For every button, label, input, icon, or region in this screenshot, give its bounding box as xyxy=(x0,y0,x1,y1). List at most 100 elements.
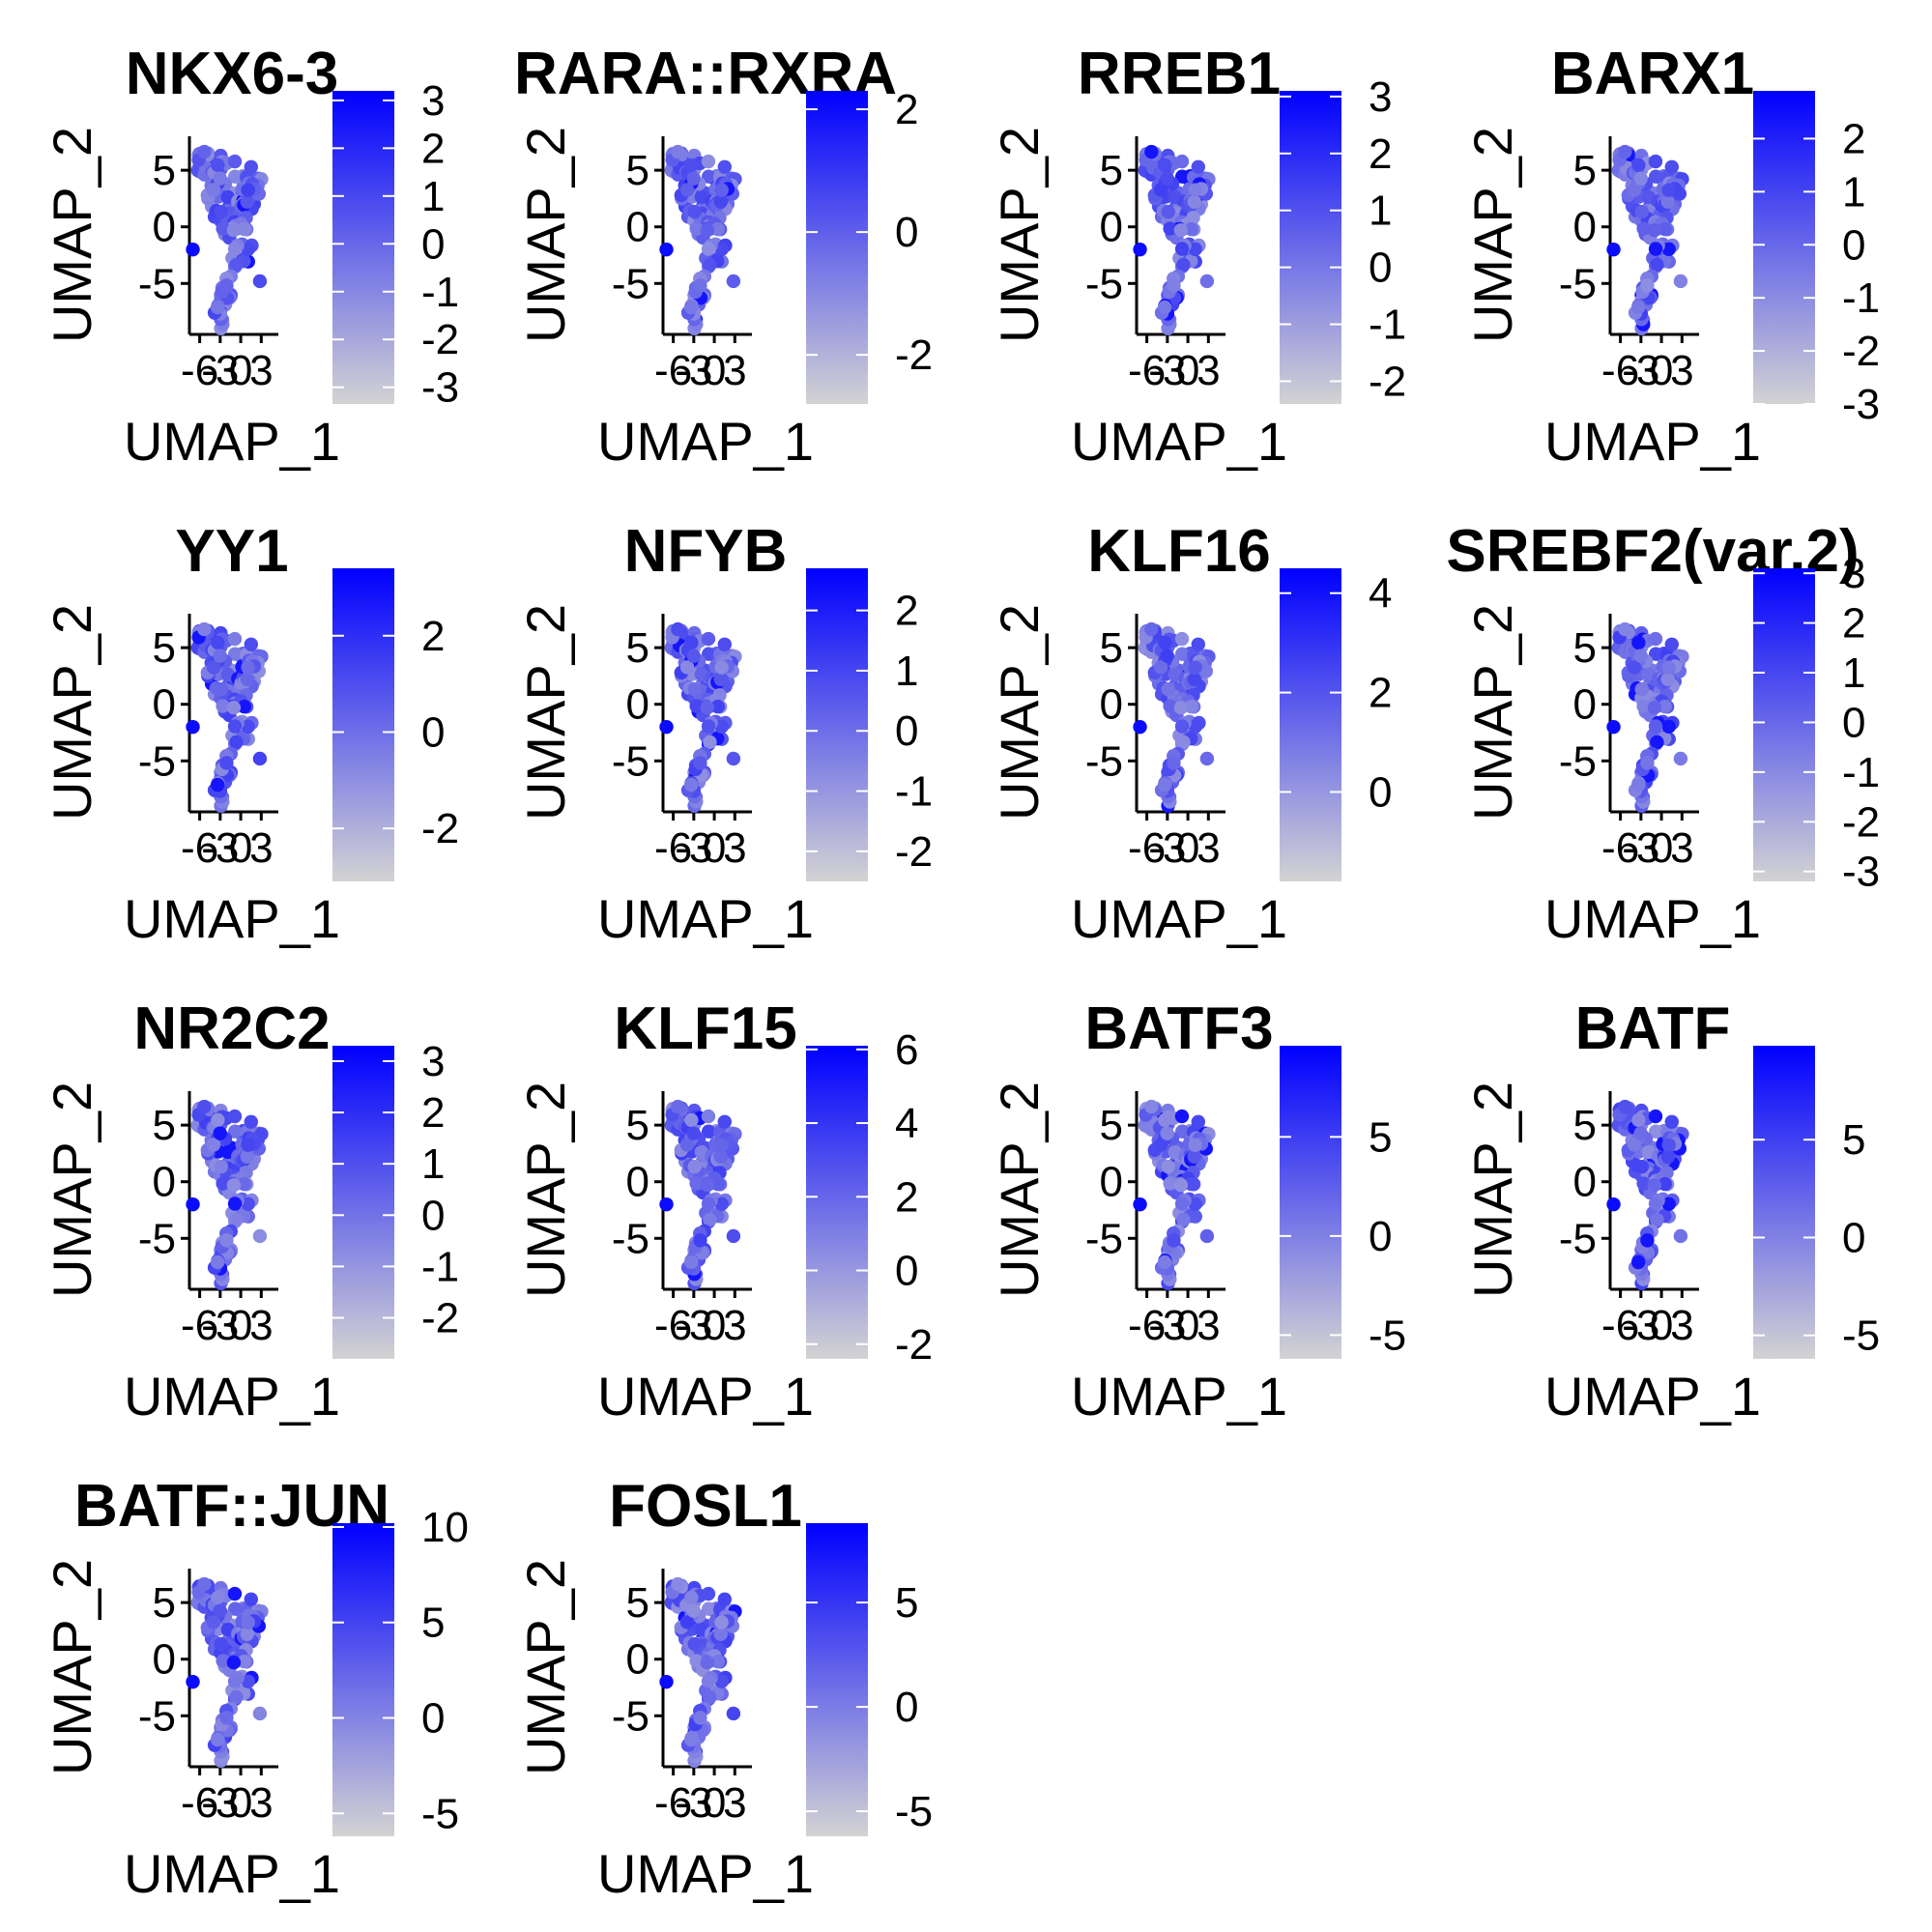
cell-point xyxy=(227,1674,243,1688)
cell-point xyxy=(1673,274,1688,289)
cell-point xyxy=(714,660,729,675)
x-tick-label: 0 xyxy=(703,1779,726,1827)
y-axis-title: UMAP_2 xyxy=(42,127,102,343)
y-tick-label: 0 xyxy=(1573,204,1597,251)
cell-point xyxy=(1173,701,1189,715)
cell-point xyxy=(700,701,715,715)
panel-title: NFYB xyxy=(624,518,788,585)
cell-point xyxy=(1650,257,1664,273)
x-tick-label: -6 xyxy=(654,824,692,872)
cell-point xyxy=(687,681,702,697)
cell-point xyxy=(1661,660,1676,675)
cell-point xyxy=(710,1176,725,1192)
cell-point xyxy=(1191,637,1205,651)
y-tick-label: -5 xyxy=(138,1692,176,1740)
x-tick-label: -6 xyxy=(654,347,692,394)
x-tick-label: -6 xyxy=(654,1779,692,1827)
x-tick-label: 0 xyxy=(703,1302,726,1349)
cell-point xyxy=(1636,699,1651,713)
cell-point xyxy=(726,1228,741,1244)
cell-point xyxy=(1175,1124,1190,1139)
x-tick-label: -3 xyxy=(1622,1302,1659,1349)
cell-point xyxy=(717,159,732,174)
cell-point xyxy=(659,719,674,735)
x-tick-label: 3 xyxy=(1197,347,1220,394)
y-tick-label: -5 xyxy=(1085,1215,1123,1262)
colorbar-tick-label: -1 xyxy=(895,768,933,816)
cell-point xyxy=(701,1674,716,1688)
cell-point xyxy=(252,274,268,289)
cell-point xyxy=(1176,735,1191,750)
colorbar-tick-label: 1 xyxy=(1842,168,1865,216)
cell-point xyxy=(1673,751,1688,766)
colorbar xyxy=(1280,1046,1341,1359)
x-tick-label: 0 xyxy=(1176,824,1199,872)
x-tick-label: 0 xyxy=(1650,1302,1673,1349)
y-tick-label: 5 xyxy=(626,147,649,194)
cell-point xyxy=(213,649,227,663)
cell-point xyxy=(701,1197,716,1211)
cell-point xyxy=(700,223,715,238)
cell-point xyxy=(686,1126,701,1140)
cell-point xyxy=(1174,631,1190,647)
colorbar-tick-label: 2 xyxy=(895,86,918,133)
y-axis-title: UMAP_2 xyxy=(515,1559,576,1775)
cell-point xyxy=(1191,159,1205,174)
x-tick-label: 0 xyxy=(1650,824,1673,872)
y-tick-label: 5 xyxy=(153,624,176,672)
y-tick-label: 0 xyxy=(626,1159,649,1206)
cell-point xyxy=(714,183,729,197)
cell-point xyxy=(1633,649,1648,663)
x-tick-label: -3 xyxy=(201,1302,239,1349)
cell-point xyxy=(1160,1126,1174,1140)
panel-title: KLF16 xyxy=(1087,518,1270,585)
cell-point xyxy=(1658,699,1672,714)
cell-points xyxy=(186,144,269,335)
x-tick-label: -6 xyxy=(1128,347,1166,394)
y-axis-title: UMAP_2 xyxy=(1462,127,1523,343)
cell-point xyxy=(197,1099,212,1114)
cell-point xyxy=(1606,719,1621,735)
colorbar-tick-label: 2 xyxy=(1842,600,1865,648)
cell-point xyxy=(214,1159,228,1174)
colorbar-tick-label: -2 xyxy=(895,332,933,379)
cell-point xyxy=(186,1197,200,1212)
cell-point xyxy=(671,1099,685,1114)
cell-point xyxy=(1649,647,1663,661)
cell-point xyxy=(1167,1233,1181,1248)
cell-point xyxy=(1157,300,1172,315)
cell-point xyxy=(671,144,685,159)
cell-points xyxy=(186,1099,269,1290)
cell-point xyxy=(703,257,717,273)
cell-point xyxy=(228,647,243,661)
x-tick-label: -6 xyxy=(181,347,218,394)
cell-point xyxy=(1187,1149,1201,1164)
x-tick-label: -3 xyxy=(201,824,239,872)
cell-point xyxy=(1187,194,1201,209)
cell-point xyxy=(1648,242,1663,256)
cell-point xyxy=(1664,159,1679,174)
cell-point xyxy=(1648,1109,1663,1124)
cell-point xyxy=(186,719,200,735)
colorbar-tick-label: -2 xyxy=(1842,328,1880,375)
panel-7: SREBF2(var.2)UMAP_2UMAP_150-5-6-3033210-… xyxy=(1446,518,1880,949)
cell-point xyxy=(1160,649,1174,663)
cell-point xyxy=(1167,756,1181,770)
colorbar-tick-label: 4 xyxy=(895,1100,918,1147)
y-tick-label: 5 xyxy=(153,1102,176,1149)
x-tick-label: 3 xyxy=(1670,824,1693,872)
colorbar-tick-label: 0 xyxy=(421,1695,445,1743)
y-axis-title: UMAP_2 xyxy=(989,1081,1050,1298)
cell-point xyxy=(1188,719,1202,735)
cell-point xyxy=(710,221,725,237)
colorbar-tick-label: 1 xyxy=(421,1140,445,1188)
cell-point xyxy=(1647,1178,1662,1193)
cell-point xyxy=(1161,681,1175,697)
colorbar-tick-label: 3 xyxy=(421,1038,445,1085)
cell-point xyxy=(237,1176,251,1192)
y-axis-title: UMAP_2 xyxy=(42,1081,102,1298)
cell-point xyxy=(1188,1138,1202,1152)
cell-point xyxy=(683,300,699,315)
